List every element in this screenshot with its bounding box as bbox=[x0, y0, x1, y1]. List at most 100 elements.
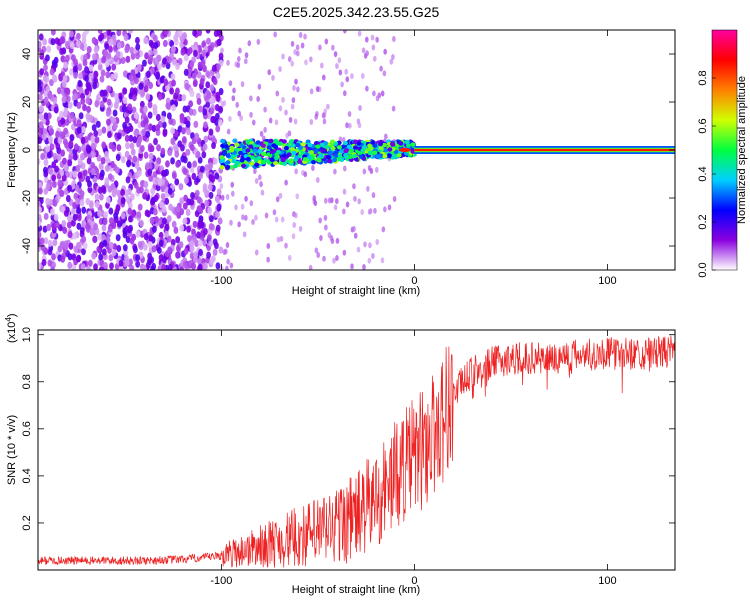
heatmap-cell bbox=[173, 34, 179, 42]
heatmap-cell bbox=[326, 155, 332, 160]
spectrogram-x-label: Height of straight line (km) bbox=[292, 285, 420, 297]
heatmap-cell bbox=[74, 184, 80, 192]
heatmap-cell bbox=[281, 153, 287, 159]
heatmap-cell bbox=[76, 241, 81, 250]
heatmap-cell bbox=[156, 246, 162, 254]
heatmap-cell bbox=[375, 238, 380, 245]
heatmap-cell bbox=[210, 96, 216, 104]
heatmap-cell bbox=[181, 127, 186, 135]
heatmap-cell bbox=[104, 42, 110, 50]
heatmap-cell bbox=[175, 62, 180, 70]
heatmap-cell bbox=[183, 54, 189, 62]
heatmap-cell bbox=[72, 213, 78, 222]
heatmap-cell bbox=[279, 235, 284, 242]
heatmap-cell bbox=[145, 93, 151, 101]
heatmap-cell bbox=[170, 238, 176, 247]
heatmap-cell bbox=[387, 204, 392, 211]
heatmap-cell bbox=[204, 189, 210, 197]
heatmap-cell bbox=[356, 141, 362, 146]
heatmap-cell bbox=[234, 160, 240, 166]
heatmap-peak bbox=[398, 148, 411, 152]
heatmap-cell bbox=[151, 124, 157, 133]
y-tick-label: 0.4 bbox=[21, 468, 33, 483]
heatmap-cell bbox=[91, 150, 96, 158]
heatmap-cell bbox=[237, 221, 241, 228]
heatmap-cell bbox=[238, 150, 244, 156]
heatmap-cell bbox=[245, 139, 251, 145]
heatmap-cell bbox=[256, 38, 261, 45]
heatmap-cell bbox=[155, 71, 160, 79]
heatmap-cell bbox=[185, 208, 191, 217]
heatmap-cell bbox=[127, 201, 133, 209]
heatmap-cell bbox=[101, 234, 106, 242]
heatmap-cell bbox=[387, 147, 393, 152]
heatmap-cell bbox=[116, 132, 122, 140]
heatmap-cell bbox=[71, 219, 76, 227]
heatmap-cell bbox=[149, 145, 155, 153]
heatmap-cell bbox=[114, 166, 120, 174]
heatmap-cell bbox=[335, 198, 339, 205]
heatmap-cell bbox=[263, 106, 267, 113]
heatmap-cell bbox=[38, 206, 42, 214]
heatmap-cell bbox=[69, 30, 74, 38]
x-tick-label: -100 bbox=[210, 275, 232, 287]
heatmap-cell bbox=[249, 200, 254, 207]
heatmap-cell bbox=[330, 139, 336, 144]
heatmap-cell bbox=[360, 209, 364, 216]
heatmap-cell bbox=[190, 191, 195, 200]
heatmap-cell bbox=[228, 115, 232, 122]
heatmap-cell bbox=[180, 48, 186, 56]
heatmap-cell bbox=[290, 103, 295, 110]
heatmap-cell bbox=[38, 219, 42, 228]
heatmap-cell bbox=[134, 161, 140, 170]
heatmap-cell bbox=[230, 181, 235, 188]
heatmap-cell bbox=[252, 148, 258, 153]
heatmap-cell bbox=[148, 54, 154, 62]
heatmap-cell bbox=[113, 212, 118, 220]
heatmap-cell bbox=[209, 257, 215, 265]
heatmap-cell bbox=[150, 187, 156, 195]
heatmap-cell bbox=[130, 148, 136, 156]
heatmap-cell bbox=[218, 119, 223, 127]
heatmap-cell bbox=[113, 92, 119, 101]
heatmap-cell bbox=[256, 95, 260, 102]
heatmap-cell bbox=[148, 39, 154, 47]
heatmap-cell bbox=[345, 76, 350, 83]
heatmap-cell bbox=[111, 248, 117, 257]
heatmap-cell bbox=[186, 161, 192, 169]
heatmap-cell bbox=[107, 225, 113, 233]
heatmap-cell bbox=[275, 196, 280, 203]
heatmap-cell bbox=[131, 106, 137, 114]
heatmap-cell bbox=[135, 52, 140, 60]
heatmap-cell bbox=[43, 159, 49, 167]
heatmap-cell bbox=[151, 262, 157, 270]
heatmap-cell bbox=[104, 177, 110, 185]
heatmap-cell bbox=[140, 120, 146, 128]
heatmap-cell bbox=[259, 181, 263, 188]
heatmap-cell bbox=[120, 197, 126, 205]
heatmap-cell bbox=[147, 162, 153, 170]
heatmap-cell bbox=[294, 155, 300, 160]
heatmap-cell bbox=[101, 248, 107, 256]
heatmap-cell bbox=[61, 80, 67, 88]
heatmap-cell bbox=[185, 148, 191, 156]
heatmap-cell bbox=[67, 261, 73, 270]
heatmap-cell bbox=[292, 85, 296, 92]
heatmap-cell bbox=[87, 180, 92, 188]
heatmap-cell bbox=[182, 202, 188, 210]
colorbar-tick-label: 0.2 bbox=[697, 214, 709, 229]
heatmap-cell bbox=[90, 135, 96, 143]
heatmap-cell bbox=[147, 111, 153, 119]
heatmap-cell bbox=[335, 237, 340, 244]
heatmap-cell bbox=[220, 138, 226, 144]
heatmap-cell bbox=[396, 153, 402, 158]
heatmap-cell bbox=[323, 197, 328, 204]
heatmap-cell bbox=[375, 95, 380, 102]
heatmap-cell bbox=[260, 143, 266, 148]
heatmap-cell bbox=[392, 35, 396, 42]
heatmap-cell bbox=[93, 263, 98, 270]
heatmap-cell bbox=[93, 45, 99, 54]
heatmap-cell bbox=[111, 221, 117, 230]
heatmap-cell bbox=[380, 257, 385, 264]
heatmap-cell bbox=[225, 241, 230, 248]
